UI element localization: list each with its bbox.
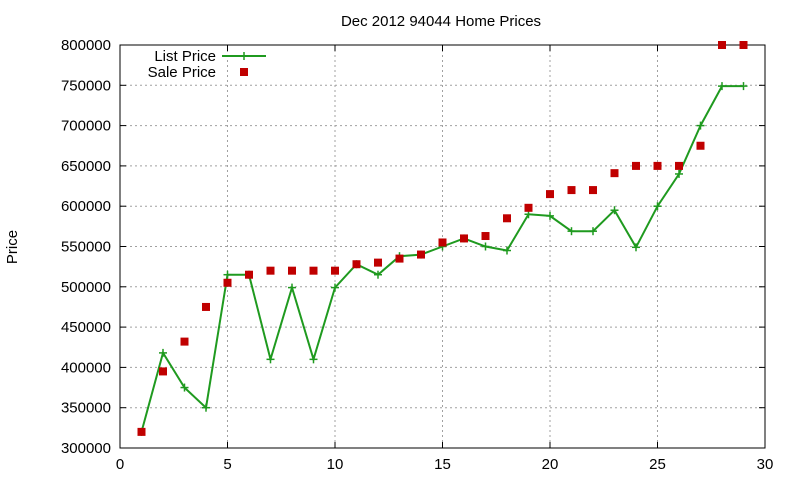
sale-price-point xyxy=(395,254,404,263)
y-tick-label: 300000 xyxy=(61,440,111,457)
sale-price-point xyxy=(610,169,619,178)
sale-price-point xyxy=(632,161,640,170)
sale-price-point xyxy=(374,258,382,267)
legend-label-list-price: List Price xyxy=(154,48,216,65)
sale-price-point xyxy=(223,278,232,287)
list-price-point xyxy=(675,169,683,178)
x-tick-label: 30 xyxy=(757,456,774,473)
list-price-point xyxy=(503,246,511,255)
y-tick-label: 650000 xyxy=(61,158,111,175)
x-tick-label: 0 xyxy=(116,456,124,473)
chart-title: Dec 2012 94044 Home Prices xyxy=(341,13,541,30)
list-price-point xyxy=(223,270,232,279)
list-price-point xyxy=(288,283,296,292)
sale-price-point xyxy=(180,337,189,346)
list-price-point xyxy=(331,283,339,292)
y-tick-label: 700000 xyxy=(61,118,111,135)
y-axis-label: Price xyxy=(4,230,21,264)
y-tick-label: 600000 xyxy=(61,198,111,215)
x-tick-label: 25 xyxy=(649,456,666,473)
x-tick-label: 20 xyxy=(542,456,559,473)
sale-price-point xyxy=(417,250,425,259)
axis-ticks: 0 5 10 15 20 25 30 300000 350000 400000 450000 5000… xyxy=(61,37,773,473)
x-tick-label: 5 xyxy=(223,456,231,473)
sale-price-point xyxy=(481,232,490,241)
list-price-point xyxy=(374,270,382,279)
sale-price-point xyxy=(245,270,253,279)
plot-frame xyxy=(119,44,766,449)
sale-price-point xyxy=(352,260,361,269)
sale-price-point xyxy=(266,266,275,275)
list-price-point xyxy=(653,202,662,211)
sale-price-point xyxy=(503,214,511,223)
sale-price-point xyxy=(653,161,662,170)
list-price-point xyxy=(589,227,597,236)
sale-price-point xyxy=(675,161,683,170)
sale-price-point xyxy=(589,186,597,195)
sale-price-point xyxy=(159,367,167,376)
x-tick-label: 15 xyxy=(434,456,451,473)
legend-label-sale-price: Sale Price xyxy=(148,64,216,81)
list-price-point xyxy=(546,211,554,220)
list-price-point xyxy=(632,243,640,252)
y-tick-label: 450000 xyxy=(61,319,111,336)
y-tick-label: 400000 xyxy=(61,359,111,376)
y-tick-label: 350000 xyxy=(61,400,111,417)
sale-price-point xyxy=(202,302,210,311)
sale-price-point xyxy=(460,234,468,243)
legend-marker-sale-price xyxy=(240,68,248,76)
sale-price-point xyxy=(696,141,705,150)
sale-price-point xyxy=(137,427,146,436)
list-price-point xyxy=(481,242,490,251)
sale-price-point xyxy=(567,186,576,195)
list-price-point xyxy=(567,227,576,236)
list-price-point xyxy=(159,348,167,357)
sale-price-point xyxy=(739,41,748,49)
y-tick-label: 800000 xyxy=(61,37,111,54)
list-price-point xyxy=(202,403,210,412)
series-layer xyxy=(137,41,748,436)
sale-price-point xyxy=(331,266,339,275)
y-tick-label: 750000 xyxy=(61,77,111,94)
sale-price-point xyxy=(546,190,554,199)
y-tick-label: 500000 xyxy=(61,279,111,296)
y-tick-label: 550000 xyxy=(61,239,111,256)
list-price-point xyxy=(309,355,318,364)
legend: List Price Sale Price xyxy=(148,48,266,81)
sale-price-point xyxy=(288,266,296,275)
list-price-point xyxy=(739,82,748,91)
sale-price-point xyxy=(718,41,726,49)
legend-marker-list-price xyxy=(240,52,248,60)
list-price-point xyxy=(696,121,705,130)
sale-price-point xyxy=(309,266,318,275)
sale-price-point xyxy=(438,238,447,247)
list-price-point xyxy=(610,206,619,215)
list-price-point xyxy=(266,355,275,364)
x-tick-label: 10 xyxy=(327,456,344,473)
sale-price-point xyxy=(524,203,533,212)
list-price-point xyxy=(180,383,189,392)
list-price-point xyxy=(718,82,726,91)
